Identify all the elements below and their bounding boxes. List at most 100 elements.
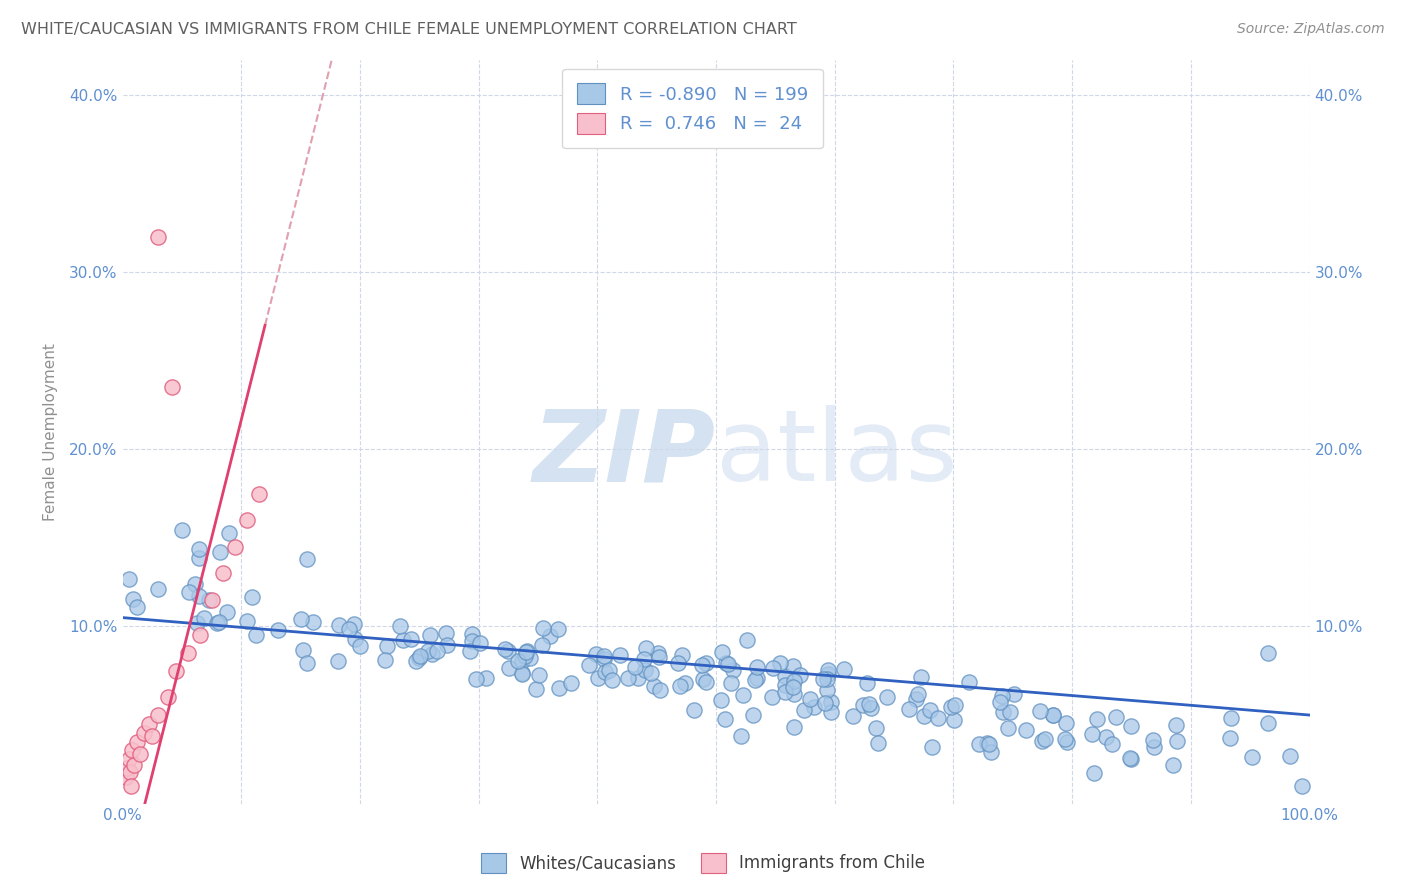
Point	[506, 654, 529, 668]
Point	[943, 713, 966, 727]
Point	[747, 659, 769, 673]
Point	[240, 590, 263, 604]
Point	[865, 721, 887, 735]
Point	[592, 652, 614, 666]
Point	[710, 693, 733, 707]
Point	[1161, 757, 1184, 772]
Point	[515, 645, 537, 659]
Point	[593, 665, 616, 679]
Point	[1257, 646, 1279, 660]
Point	[115, 770, 138, 784]
Point	[461, 627, 484, 641]
Point	[747, 671, 769, 685]
Point	[148, 229, 170, 244]
Point	[817, 663, 839, 677]
Point	[146, 582, 169, 597]
Point	[236, 513, 259, 527]
Point	[860, 700, 883, 714]
Point	[117, 752, 139, 766]
Point	[125, 734, 148, 748]
Point	[179, 585, 201, 599]
Point	[633, 652, 655, 666]
Point	[188, 551, 211, 566]
Point	[141, 729, 163, 743]
Point	[156, 690, 179, 705]
Point	[1241, 750, 1264, 764]
Point	[510, 654, 533, 668]
Point	[761, 690, 783, 704]
Legend: Whites/Caucasians, Immigrants from Chile: Whites/Caucasians, Immigrants from Chile	[474, 847, 932, 880]
Point	[643, 679, 665, 693]
Point	[1033, 731, 1056, 746]
Point	[405, 654, 427, 668]
Y-axis label: Female Unemployment: Female Unemployment	[44, 343, 58, 521]
Point	[820, 695, 842, 709]
Point	[993, 706, 1015, 720]
Point	[516, 643, 538, 657]
Point	[547, 622, 569, 636]
Point	[1219, 711, 1241, 725]
Point	[117, 761, 139, 775]
Point	[426, 643, 449, 657]
Point	[513, 648, 536, 663]
Point	[120, 779, 142, 793]
Point	[943, 698, 966, 712]
Point	[193, 611, 215, 625]
Point	[671, 648, 693, 662]
Point	[460, 634, 482, 648]
Point	[957, 674, 980, 689]
Point	[1164, 717, 1187, 731]
Point	[408, 651, 430, 665]
Point	[290, 612, 312, 626]
Point	[218, 526, 240, 541]
Point	[773, 668, 796, 682]
Point	[866, 736, 889, 750]
Point	[1042, 708, 1064, 723]
Point	[1119, 719, 1142, 733]
Text: WHITE/CAUCASIAN VS IMMIGRANTS FROM CHILE FEMALE UNEMPLOYMENT CORRELATION CHART: WHITE/CAUCASIAN VS IMMIGRANTS FROM CHILE…	[21, 22, 797, 37]
Point	[302, 615, 325, 629]
Point	[1031, 734, 1053, 748]
Point	[690, 657, 713, 672]
Point	[815, 673, 838, 687]
Point	[408, 649, 430, 664]
Point	[184, 576, 207, 591]
Point	[820, 705, 842, 719]
Point	[648, 682, 671, 697]
Point	[979, 737, 1001, 751]
Point	[941, 700, 963, 714]
Point	[682, 703, 704, 717]
Point	[735, 633, 758, 648]
Point	[548, 681, 571, 695]
Point	[475, 671, 498, 685]
Point	[208, 544, 231, 558]
Point	[392, 632, 415, 647]
Point	[669, 679, 692, 693]
Point	[768, 656, 790, 670]
Point	[337, 623, 360, 637]
Point	[907, 687, 929, 701]
Point	[529, 667, 551, 681]
Point	[692, 672, 714, 686]
Point	[1042, 708, 1064, 723]
Point	[586, 672, 609, 686]
Point	[623, 659, 645, 673]
Point	[668, 656, 690, 670]
Point	[782, 659, 804, 673]
Point	[297, 656, 319, 670]
Point	[858, 697, 880, 711]
Point	[188, 628, 211, 642]
Point	[927, 711, 949, 725]
Point	[224, 540, 246, 554]
Point	[773, 678, 796, 692]
Point	[834, 662, 856, 676]
Point	[187, 589, 209, 603]
Point	[1291, 779, 1313, 793]
Point	[344, 632, 367, 647]
Point	[186, 615, 208, 630]
Point	[695, 675, 717, 690]
Point	[585, 647, 607, 661]
Point	[118, 573, 141, 587]
Point	[1257, 716, 1279, 731]
Point	[920, 703, 942, 717]
